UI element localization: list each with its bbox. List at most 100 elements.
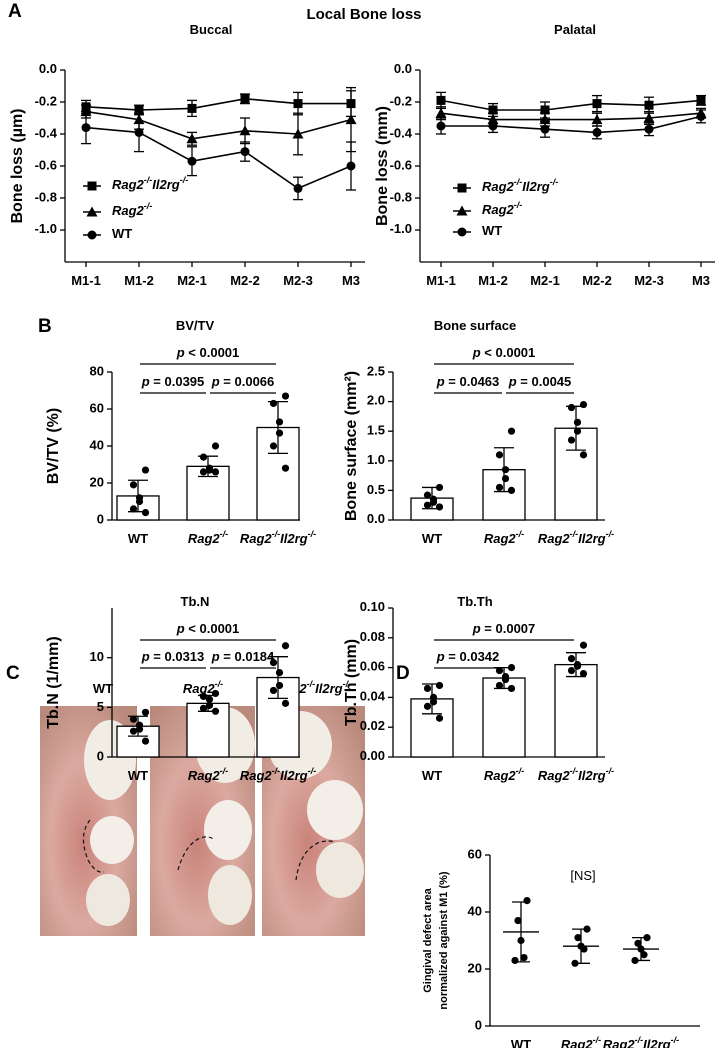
x-tick-label: WT [511, 1037, 531, 1048]
marker [346, 161, 356, 171]
data-point [511, 956, 519, 965]
x-tick-label: Rag2-/- [188, 766, 228, 783]
marker [240, 147, 250, 157]
legend-marker [456, 205, 468, 216]
x-tick-label: M2-2 [582, 273, 612, 288]
data-point [574, 934, 582, 942]
data-point [199, 704, 208, 712]
y-tick-label: 0.5 [367, 482, 385, 497]
series-line [441, 115, 702, 134]
data-point [423, 684, 432, 693]
data-point [275, 668, 284, 677]
y-tick-label: -0.6 [35, 157, 57, 172]
marker [240, 94, 250, 104]
chart-title: Buccal [190, 22, 233, 37]
y-tick-label: 40 [468, 903, 482, 918]
x-tick-label: M1-1 [426, 273, 456, 288]
y-axis-label: Gingival defect area [422, 887, 434, 992]
marker [540, 124, 550, 134]
p-value: p = 0.0313 [141, 649, 205, 664]
data-point [205, 695, 214, 703]
chart: 0 20 40 60 80 WT Rag2-/- Rag2-/-Il2rg-/- BV/TV BV… [45, 318, 316, 546]
p-value: p = 0.0045 [508, 374, 572, 389]
data-point [567, 666, 576, 675]
data-point [435, 503, 444, 511]
data-point [205, 701, 214, 709]
x-tick-label: M2-1 [177, 273, 207, 288]
panel-label: C [6, 663, 20, 684]
data-point [281, 642, 290, 650]
marker [292, 128, 304, 139]
bar [186, 702, 230, 758]
data-point [495, 666, 504, 675]
data-point [514, 916, 522, 925]
x-tick-label: WT [422, 531, 442, 546]
panel-label: A [8, 1, 22, 22]
data-point [501, 474, 510, 483]
marker [696, 111, 706, 121]
annotation: [NS] [570, 868, 595, 883]
data-point [423, 491, 432, 499]
data-point [567, 436, 576, 444]
x-tick-label: Rag2-/-Il2rg-/- [240, 766, 316, 783]
y-tick-label: 20 [468, 960, 482, 975]
y-tick-label: -0.4 [390, 125, 413, 140]
data-point [507, 427, 516, 435]
y-tick-label: 1.5 [367, 423, 385, 438]
data-point [423, 702, 432, 710]
marker [540, 105, 550, 115]
data-point [501, 675, 510, 684]
legend-label: WT [482, 223, 502, 238]
y-tick-label: -0.8 [390, 189, 412, 204]
p-value: p = 0.0463 [436, 374, 500, 389]
y-tick-label: 40 [90, 437, 104, 452]
marker [644, 124, 654, 134]
x-tick-label: Rag2-/- [484, 766, 524, 783]
data-point [129, 505, 138, 513]
marker [239, 125, 251, 136]
data-point [211, 468, 220, 476]
panel-label: B [38, 316, 52, 337]
p-value: p = 0.0184 [211, 649, 275, 664]
p-value: p = 0.0066 [211, 374, 275, 389]
marker [81, 123, 91, 133]
data-point [141, 737, 150, 745]
data-point [573, 427, 582, 435]
series-line [440, 99, 702, 111]
x-tick-label: Rag2-/-Il2rg-/- [538, 766, 614, 783]
data-point [211, 689, 220, 698]
data-point [579, 400, 588, 409]
photo [262, 706, 365, 936]
data-point [269, 399, 278, 408]
y-tick-label: 0.0 [39, 61, 57, 76]
data-point [507, 486, 516, 494]
data-point [199, 453, 208, 461]
x-tick-label: M1-2 [124, 273, 154, 288]
data-point [275, 418, 284, 426]
x-tick-label: M3 [342, 273, 360, 288]
marker [436, 121, 446, 131]
marker [592, 127, 602, 137]
data-point [205, 466, 214, 474]
marker [643, 112, 655, 123]
y-tick-label: 0.0 [367, 511, 385, 526]
data-point [573, 662, 582, 670]
chart: 0.0 -0.2 -0.4 -0.6 -0.8 -1.0 M1-1 M1-2 M2-1 M2-2 M… [9, 22, 365, 288]
marker [293, 99, 303, 109]
data-point [199, 468, 208, 476]
data-point [579, 641, 588, 649]
x-tick-label: Rag2-/- [188, 529, 228, 546]
data-point [520, 954, 528, 962]
y-tick-label: 0.02 [360, 719, 385, 734]
data-point [129, 715, 138, 723]
data-point [129, 727, 138, 735]
chart-title: Palatal [554, 22, 596, 37]
y-tick-label: -0.6 [390, 157, 412, 172]
data-point [643, 934, 651, 942]
marker [436, 95, 446, 105]
y-tick-label: 60 [90, 400, 104, 415]
y-tick-label: 0.04 [360, 689, 386, 704]
x-tick-label: M2-2 [230, 273, 260, 288]
y-axis-label: Tb.N (1/mm) [45, 636, 62, 728]
